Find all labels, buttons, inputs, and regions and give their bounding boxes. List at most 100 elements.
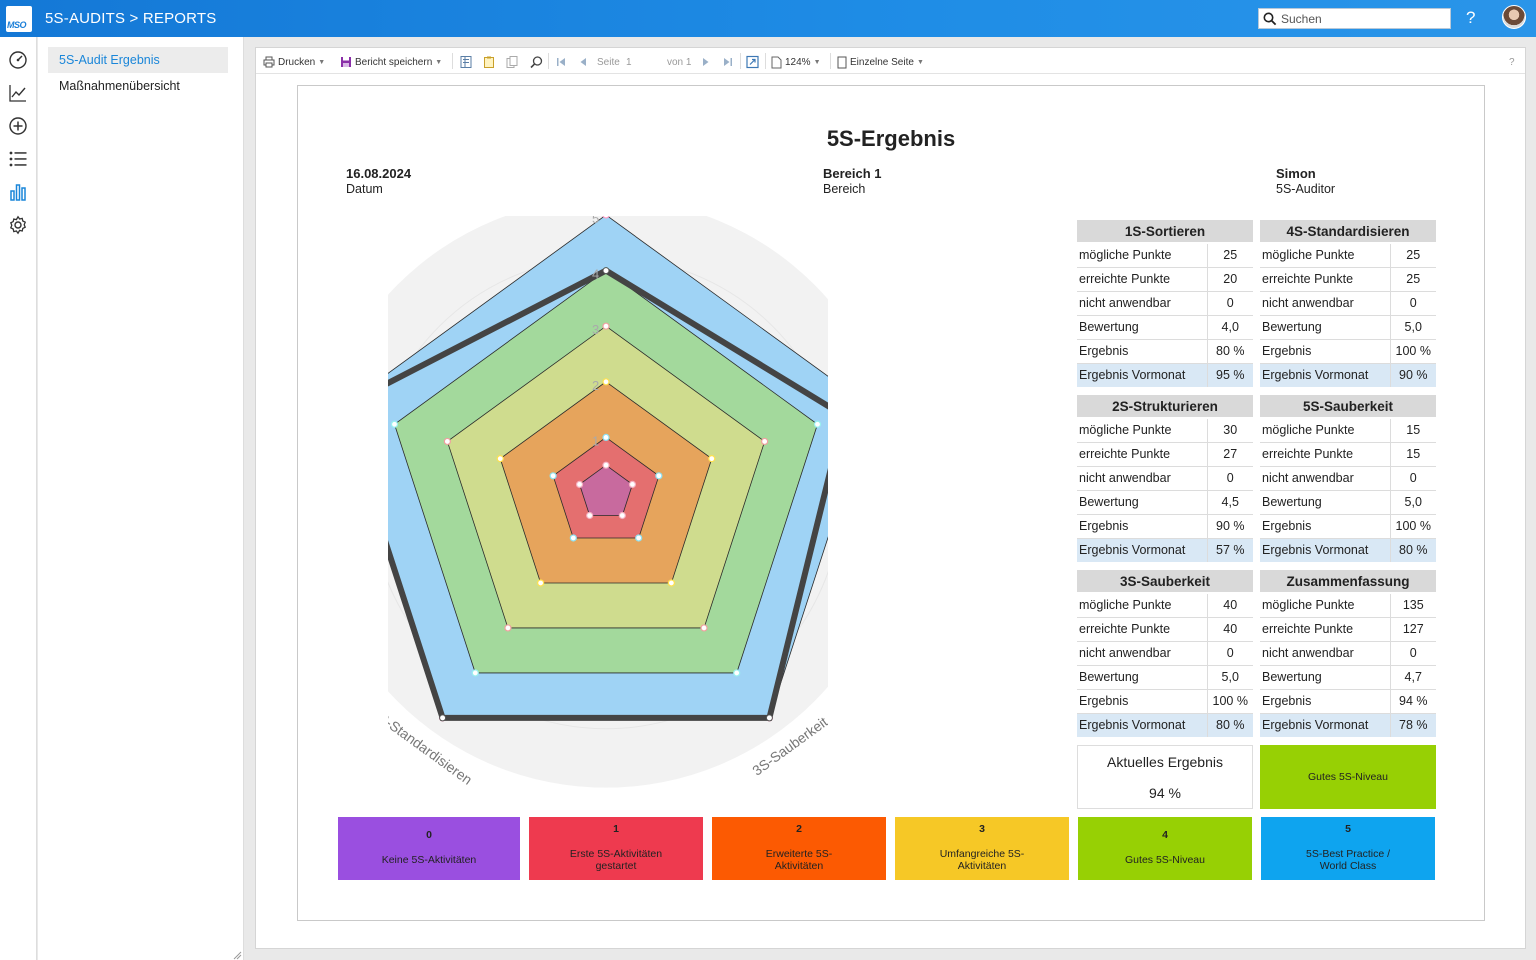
search-box[interactable] [1258,8,1451,29]
table-title: 1S-Sortieren [1077,220,1253,244]
page-count-label: von 1 [667,56,692,68]
table-row: nicht anwendbar 0 [1077,291,1253,316]
resize-grip-icon[interactable] [232,950,242,960]
date-value: 16.08.2024 [346,166,412,181]
bar-chart-icon[interactable] [8,182,28,202]
radar-band-point [504,624,512,632]
radar-band-point [628,480,637,489]
auditor-label: 5S-Auditor [1276,182,1336,196]
row-label: mögliche Punkte [1260,593,1390,618]
row-value: 15 [1389,442,1436,467]
settings-gear-icon[interactable] [8,215,28,235]
add-circle-icon[interactable] [8,116,28,136]
table-row: erreichte Punkte 40 [1077,617,1253,642]
radar-band-point [618,511,626,520]
current-level-box: Gutes 5S-Niveau [1260,745,1436,809]
view-mode-dropdown[interactable]: Einzelne Seite ▼ [837,55,924,69]
next-page-icon[interactable] [702,55,710,69]
row-value: 4,5 [1206,490,1253,515]
table-row: nicht anwendbar 0 [1260,291,1436,316]
table-row: mögliche Punkte 40 [1077,593,1253,618]
row-value: 100 % [1389,514,1436,539]
radar-band-point [602,433,610,441]
current-result-label: Aktuelles Ergebnis [1107,754,1223,770]
row-value: 80 % [1206,713,1253,737]
table-title: 3S-Sauberkeit [1077,570,1253,594]
table-row: Ergebnis Vormonat 80 % [1260,538,1436,562]
user-avatar[interactable] [1502,5,1526,29]
radar-band-point [496,455,504,463]
copy-pages-icon[interactable] [506,55,518,69]
level-legend-item: 0 Keine 5S-Aktivitäten [338,817,520,880]
radar-band-point [569,534,577,542]
radar-band-point [602,378,610,386]
row-value: 5,0 [1389,490,1436,515]
help-button[interactable]: ? [1466,8,1476,27]
score-table: 4S-Standardisieren mögliche Punkte 25 errei… [1260,220,1436,387]
find-magnifier-icon[interactable] [530,55,543,69]
radar-series-point [439,714,447,722]
chevron-down-icon: ▼ [916,58,924,66]
printer-icon [263,56,275,68]
row-label: Bewertung [1077,315,1207,340]
print-button[interactable]: Drucken ▼ [263,55,325,69]
row-value: 0 [1206,466,1253,491]
row-value: 30 [1206,418,1253,443]
dashboard-gauge-icon[interactable] [8,50,28,70]
line-chart-icon[interactable] [8,83,28,103]
score-table: Zusammenfassung mögliche Punkte 135 erreich… [1260,570,1436,737]
app-logo[interactable]: MSO [6,6,32,32]
row-label: Bewertung [1260,490,1390,515]
table-row: mögliche Punkte 25 [1260,243,1436,268]
row-value: 0 [1389,466,1436,491]
level-legend-item: 3 Umfangreiche 5S-Aktivitäten [895,817,1069,880]
zoom-dropdown[interactable]: 124% ▼ [771,55,821,69]
page-number-input[interactable]: 1 [626,56,632,68]
row-label: nicht anwendbar [1260,466,1390,491]
row-value: 0 [1389,641,1436,666]
table-row: Ergebnis Vormonat 95 % [1077,363,1253,387]
row-label: erreichte Punkte [1077,442,1207,467]
radar-band-point [443,437,451,446]
clipboard-icon[interactable] [483,55,495,69]
table-row: mögliche Punkte 25 [1077,243,1253,268]
search-input[interactable] [1281,11,1446,27]
parameters-icon[interactable] [460,55,472,69]
table-row: Ergebnis 100 % [1260,339,1436,364]
view-mode-value: Einzelne Seite [850,56,914,68]
row-label: erreichte Punkte [1077,617,1207,642]
radar-band-point [586,511,594,520]
chevron-down-icon: ▼ [435,58,443,66]
fullscreen-icon[interactable] [746,55,759,69]
nav-item-audit-result[interactable]: 5S-Audit Ergebnis [48,47,228,73]
row-value: 4,7 [1389,665,1436,690]
list-icon[interactable] [8,149,28,169]
row-value: 80 % [1206,339,1253,364]
single-page-icon [837,56,847,68]
level-text: Umfangreiche 5S-Aktivitäten [939,848,1025,872]
row-label: Ergebnis [1077,689,1207,714]
row-value: 5,0 [1206,665,1253,690]
row-value: 95 % [1206,363,1253,387]
last-page-icon[interactable] [723,55,733,69]
radar-tick-label: 4 [592,267,599,282]
row-label: Ergebnis Vormonat [1077,713,1207,737]
table-row: Ergebnis 80 % [1077,339,1253,364]
table-row: erreichte Punkte 15 [1260,442,1436,467]
level-number: 3 [979,823,985,835]
table-row: nicht anwendbar 0 [1260,466,1436,491]
row-label: Ergebnis [1260,514,1390,539]
table-row: erreichte Punkte 27 [1077,442,1253,467]
first-page-icon[interactable] [556,55,566,69]
row-label: mögliche Punkte [1260,418,1390,443]
nav-item-measures-overview[interactable]: Maßnahmenübersicht [59,79,180,93]
row-value: 4,0 [1206,315,1253,340]
row-label: Bewertung [1260,665,1390,690]
score-table: 3S-Sauberkeit mögliche Punkte 40 erreichte … [1077,570,1253,737]
previous-page-icon[interactable] [579,55,587,69]
radar-tick-label: 1 [592,433,599,448]
row-value: 94 % [1389,689,1436,714]
viewer-help-button[interactable]: ? [1509,56,1515,68]
save-report-button[interactable]: Bericht speichern ▼ [340,55,442,69]
row-label: erreichte Punkte [1260,442,1390,467]
